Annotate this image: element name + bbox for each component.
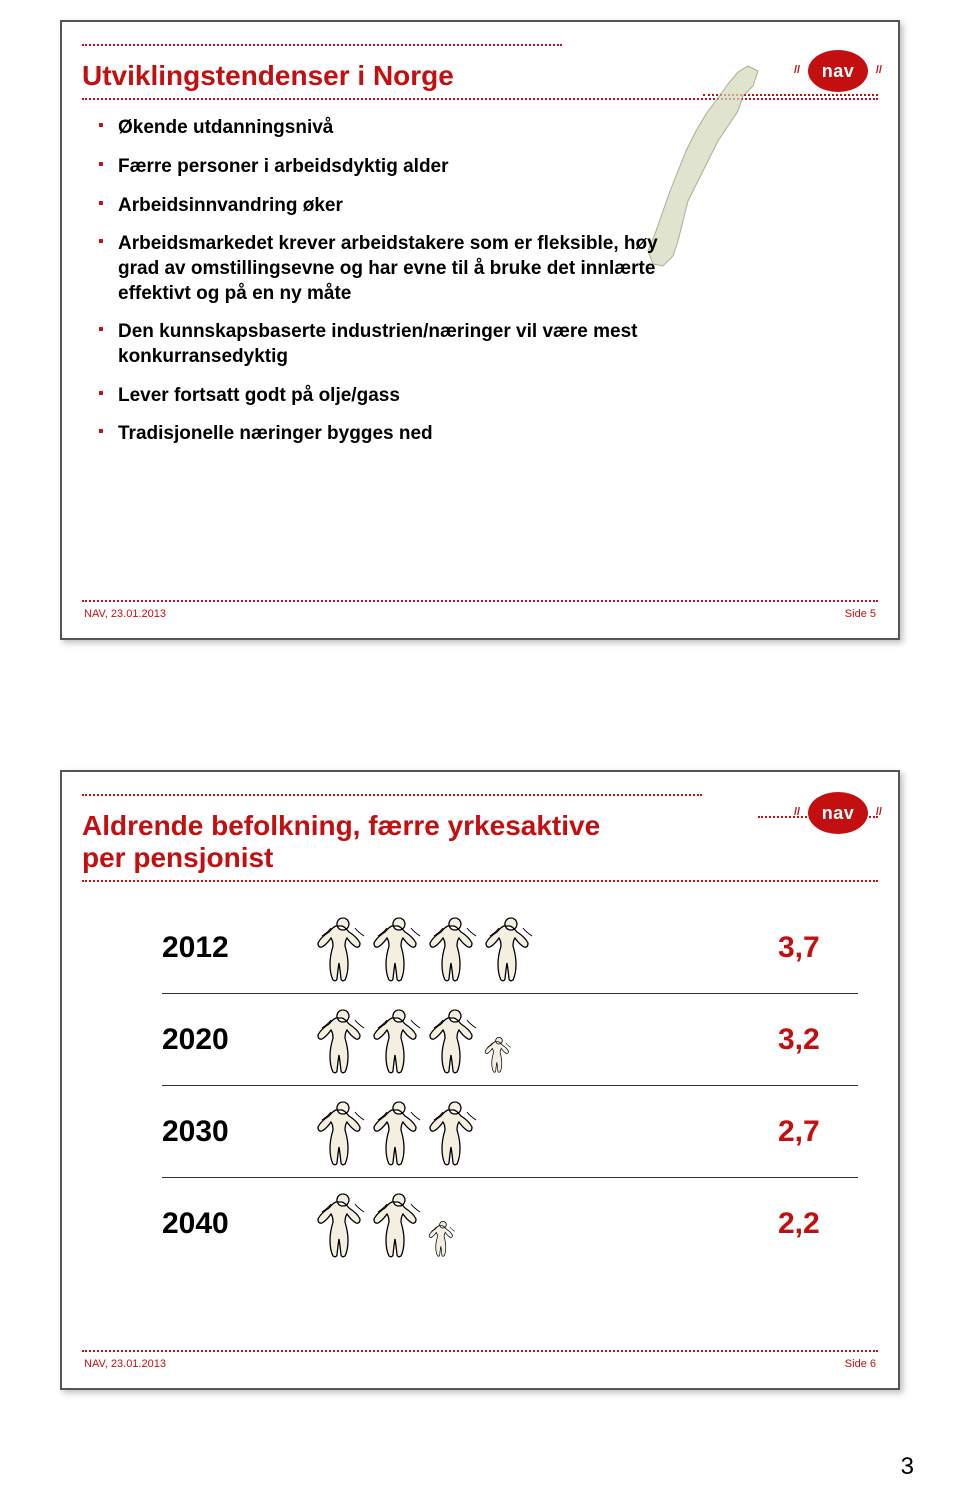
footer-dotted-line [82,600,878,602]
bullet-item: Den kunnskapsbaserte industrien/næringer… [98,320,678,369]
page-number: 3 [901,1453,914,1481]
muscle-figure-icon [428,1006,482,1074]
footer-page: Side 6 [845,1358,876,1370]
ratio-figures [316,1098,764,1166]
ratio-year: 2020 [162,1023,302,1057]
header-dotted-line-left [82,44,562,46]
ratio-value: 2,2 [778,1207,858,1241]
ratio-year: 2040 [162,1207,302,1241]
muscle-figure-icon [372,914,426,982]
logo-oval: nav [808,792,868,834]
logo-slash-left-icon: // [794,64,800,76]
ratio-table: 2012 3,7 2020 3,2 2030 2,7 2040 2,2 [162,902,858,1270]
ratio-value: 3,7 [778,931,858,965]
ratio-value: 2,7 [778,1115,858,1149]
bullet-item: Økende utdanningsnivå [98,116,678,141]
muscle-figure-icon [484,914,538,982]
bullet-item: Arbeidsinnvandring øker [98,194,678,219]
muscle-figure-icon [428,1098,482,1166]
ratio-row: 2012 3,7 [162,902,858,994]
logo-slash-right-icon: // [876,806,882,818]
footer-date: NAV, 23.01.2013 [84,1358,166,1370]
muscle-figure-small-icon [428,1218,458,1258]
muscle-figure-icon [316,1190,370,1258]
logo-slash-right-icon: // [876,64,882,76]
bullet-item: Lever fortsatt godt på olje/gass [98,384,678,409]
logo-slash-left-icon: // [794,806,800,818]
muscle-figure-icon [316,914,370,982]
muscle-figure-icon [372,1006,426,1074]
ratio-figures [316,914,764,982]
ratio-row: 2040 2,2 [162,1178,858,1270]
ratio-value: 3,2 [778,1023,858,1057]
footer-page: Side 5 [845,608,876,620]
muscle-figure-icon [372,1190,426,1258]
footer-dotted-line [82,1350,878,1352]
muscle-figure-small-icon [484,1034,514,1074]
logo-text: nav [822,61,855,82]
ratio-row: 2020 3,2 [162,994,858,1086]
ratio-figures [316,1190,764,1258]
bullet-item: Færre personer i arbeidsdyktig alder [98,155,678,180]
slide-1: // nav // Utviklingstendenser i Norge Øk… [60,20,900,640]
slide-2-title: Aldrende befolkning, færre yrkesaktive p… [82,810,642,874]
muscle-figure-icon [428,914,482,982]
ratio-year: 2012 [162,931,302,965]
title-underline [82,880,878,882]
muscle-figure-icon [316,1098,370,1166]
footer-date: NAV, 23.01.2013 [84,608,166,620]
bullet-item: Tradisjonelle næringer bygges ned [98,422,678,447]
muscle-figure-icon [316,1006,370,1074]
nav-logo: // nav // [808,50,868,92]
ratio-year: 2030 [162,1115,302,1149]
bullet-item: Arbeidsmarkedet krever arbeidstakere som… [98,232,678,306]
logo-oval: nav [808,50,868,92]
slide-2: // nav // Aldrende befolkning, færre yrk… [60,770,900,1390]
muscle-figure-icon [372,1098,426,1166]
ratio-row: 2030 2,7 [162,1086,858,1178]
nav-logo: // nav // [808,792,868,834]
logo-text: nav [822,803,855,824]
header-dotted-line-left [82,794,702,796]
ratio-figures [316,1006,764,1074]
